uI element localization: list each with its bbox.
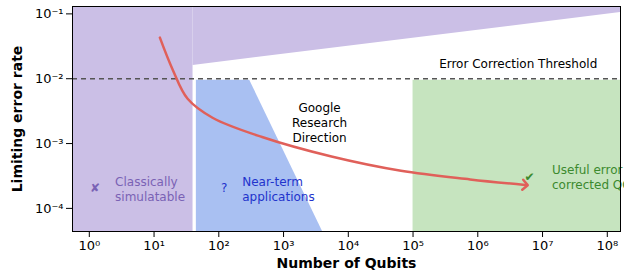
- svg-text:10²: 10²: [208, 238, 230, 253]
- svg-text:10⁶: 10⁶: [467, 238, 489, 253]
- svg-text:10⁻¹: 10⁻¹: [35, 6, 64, 21]
- svg-text:?: ?: [221, 181, 227, 195]
- svg-text:GoogleResearchDirection: GoogleResearchDirection: [292, 101, 347, 145]
- svg-text:10⁸: 10⁸: [596, 238, 618, 253]
- svg-text:10¹: 10¹: [143, 238, 165, 253]
- svg-text:10⁰: 10⁰: [78, 238, 100, 253]
- svg-text:Near-termapplications: Near-termapplications: [242, 175, 314, 204]
- svg-text:10⁵: 10⁵: [402, 238, 424, 253]
- svg-text:10³: 10³: [273, 238, 295, 253]
- svg-text:10⁻²: 10⁻²: [35, 71, 64, 86]
- svg-text:✔: ✔: [525, 170, 535, 184]
- svg-text:Error Correction Threshold: Error Correction Threshold: [439, 57, 597, 71]
- svg-text:Limiting error rate: Limiting error rate: [9, 46, 25, 193]
- svg-text:Number of Qubits: Number of Qubits: [277, 255, 417, 271]
- svg-text:10⁻⁴: 10⁻⁴: [35, 201, 64, 216]
- svg-text:10⁴: 10⁴: [337, 238, 359, 253]
- svg-text:10⁷: 10⁷: [532, 238, 554, 253]
- svg-text:✘: ✘: [90, 181, 100, 195]
- svg-text:Classicallysimulatable: Classicallysimulatable: [115, 175, 185, 204]
- svg-text:10⁻³: 10⁻³: [35, 136, 64, 151]
- svg-text:Useful errorcorrected QC: Useful errorcorrected QC: [552, 163, 624, 192]
